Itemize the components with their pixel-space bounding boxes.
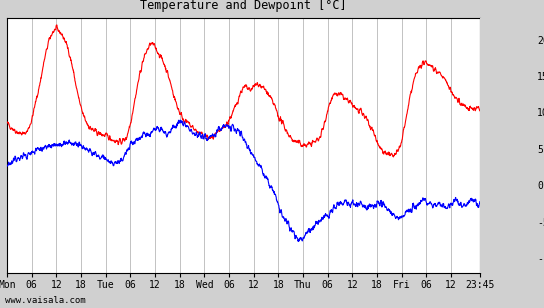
Text: www.vaisala.com: www.vaisala.com (5, 296, 86, 305)
Text: Temperature and Dewpoint [°C]: Temperature and Dewpoint [°C] (140, 0, 347, 12)
